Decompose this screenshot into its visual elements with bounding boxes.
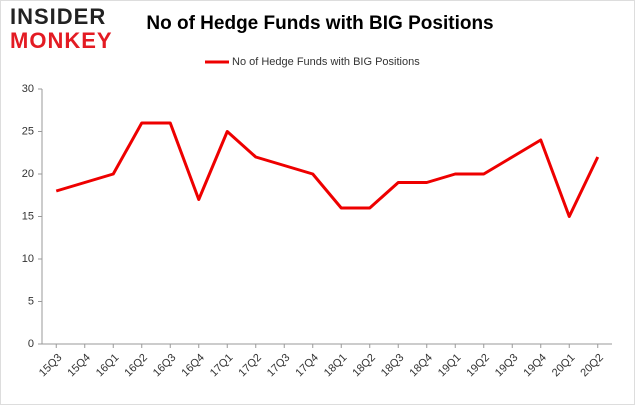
chart-title: No of Hedge Funds with BIG Positions	[146, 13, 493, 34]
y-tick-label: 0	[28, 338, 34, 350]
logo-bottom: MONKEY	[10, 28, 113, 53]
data-line	[55, 121, 600, 218]
y-tick-label: 25	[22, 125, 34, 137]
y-tick-label: 20	[22, 168, 34, 180]
legend-label: No of Hedge Funds with BIG Positions	[232, 56, 420, 68]
logo-top: INSIDER	[10, 4, 106, 29]
y-tick-label: 15	[22, 210, 34, 222]
y-tick-label: 5	[28, 295, 34, 307]
y-tick-label: 10	[22, 253, 34, 265]
y-tick-label: 30	[22, 83, 34, 95]
